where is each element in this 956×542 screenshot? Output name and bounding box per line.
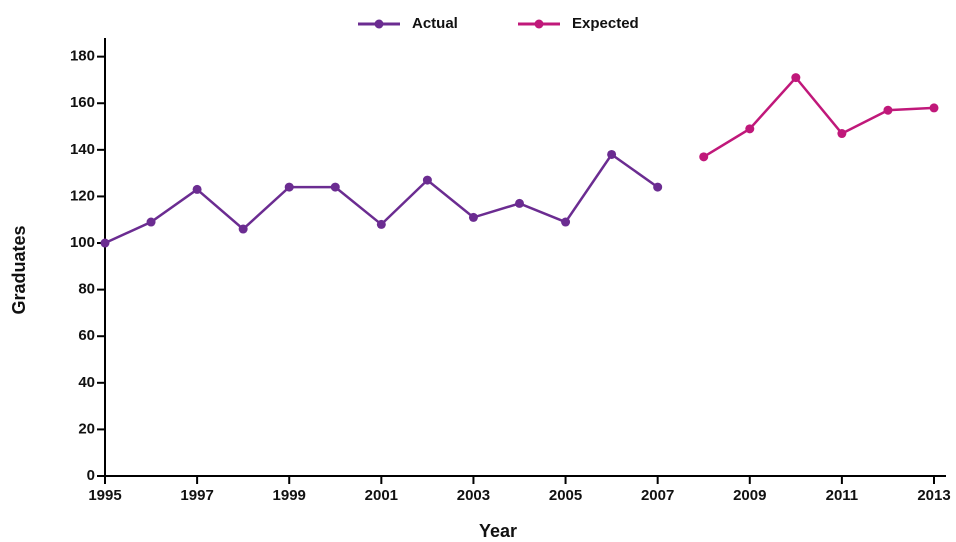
y-tick-label: 100: [70, 234, 95, 251]
y-tick-label: 40: [78, 374, 95, 391]
y-tick-label: 160: [70, 94, 95, 111]
y-tick-label: 140: [70, 141, 95, 158]
x-tick-label: 2001: [365, 487, 398, 504]
data-point: [515, 198, 524, 208]
data-point: [330, 182, 340, 192]
data-point: [837, 129, 847, 139]
legend-marker: [374, 19, 384, 29]
data-point: [745, 124, 755, 134]
x-axis-title: Year: [479, 521, 517, 541]
series-line: [104, 152, 659, 245]
series-line: [703, 75, 935, 158]
legend-label: Actual: [412, 15, 458, 32]
x-tick-label: 1995: [88, 487, 121, 504]
x-tick-label: 2003: [457, 487, 490, 504]
x-tick-label: 1997: [180, 487, 213, 504]
y-tick-label: 180: [70, 48, 95, 65]
data-point: [607, 149, 617, 159]
data-point: [883, 105, 893, 115]
x-tick-label: 2007: [641, 487, 674, 504]
y-tick-label: 80: [78, 281, 95, 298]
legend-label: Expected: [572, 15, 639, 32]
data-point: [422, 175, 432, 185]
data-point: [192, 184, 202, 194]
x-tick-label: 2011: [826, 487, 859, 504]
x-tick-label: 2013: [917, 487, 950, 504]
x-tick-label: 2005: [549, 487, 582, 504]
data-point: [468, 212, 478, 222]
y-tick-label: 20: [78, 420, 95, 437]
data-point: [653, 182, 663, 192]
y-tick-label: 120: [70, 187, 95, 204]
data-point: [238, 224, 248, 234]
x-tick-label: 1999: [273, 487, 306, 504]
data-point: [699, 152, 709, 162]
data-point: [284, 182, 294, 192]
y-tick-label: 60: [78, 327, 95, 344]
x-tick-label: 2009: [733, 487, 766, 504]
data-point: [376, 219, 386, 229]
y-tick-label: 0: [87, 467, 95, 484]
data-point: [929, 103, 939, 113]
data-point: [146, 217, 156, 227]
data-point: [561, 217, 571, 227]
y-axis-title: Graduates: [9, 225, 29, 314]
legend-marker: [534, 19, 544, 29]
data-point: [100, 238, 110, 248]
data-point: [791, 73, 801, 83]
